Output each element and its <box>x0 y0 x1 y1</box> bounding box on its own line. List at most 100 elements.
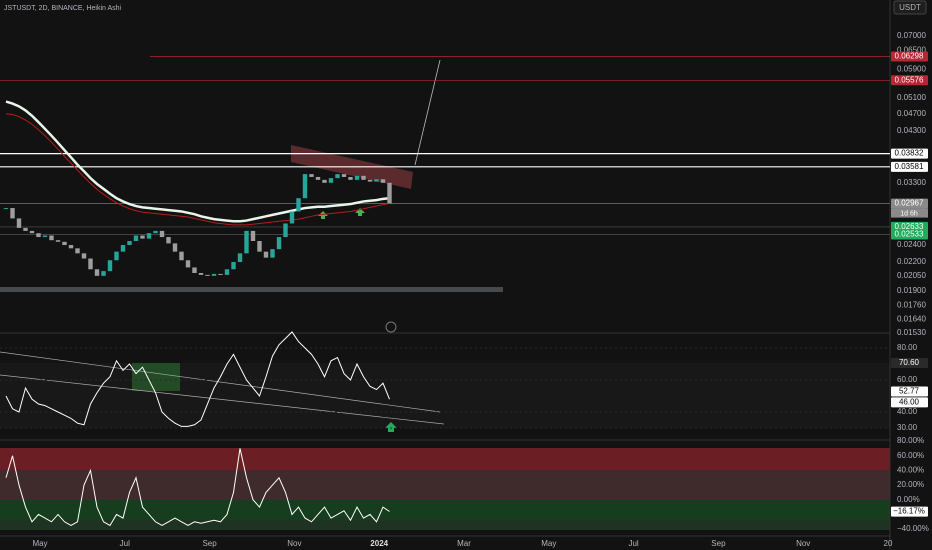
candle <box>257 240 262 252</box>
y-tick-label: 0.01760 <box>897 301 926 310</box>
candle <box>354 175 360 180</box>
price-tag-label: 0.02533 <box>895 230 924 239</box>
x-tick-label: Sep <box>711 539 726 548</box>
candle <box>120 245 126 252</box>
x-tick-label: Mar <box>457 539 471 548</box>
candle <box>367 179 373 182</box>
osc-line <box>5 448 390 527</box>
candle <box>10 208 15 219</box>
y-tick-label: 0.05900 <box>897 64 926 73</box>
price-tag-label: 0.03581 <box>895 162 924 171</box>
candle <box>55 240 61 242</box>
y-tick-label: 40.00% <box>897 466 924 475</box>
y-tick-label: 0.02200 <box>897 257 926 266</box>
price-tag <box>891 51 928 62</box>
candle <box>335 174 340 179</box>
price-tag <box>891 229 928 240</box>
candle <box>101 271 106 276</box>
rsi-line <box>5 331 390 427</box>
price-tag-label: 52.77 <box>899 387 920 396</box>
y-tick-label: 30.00 <box>897 423 918 432</box>
candle <box>42 235 48 238</box>
candle <box>302 174 308 199</box>
y-tick-label: 0.06500 <box>897 45 926 54</box>
price-tag <box>891 358 928 369</box>
candle <box>185 260 191 268</box>
price-tag <box>891 148 928 159</box>
x-tick-label: Nov <box>287 539 301 548</box>
price-tag <box>891 506 928 517</box>
candle <box>341 174 347 177</box>
price-tag <box>891 198 928 209</box>
projection-line <box>414 59 441 166</box>
candle <box>127 240 132 246</box>
band <box>0 520 890 530</box>
y-tick-label: 0.02050 <box>897 271 926 280</box>
candle <box>114 251 119 261</box>
osc-bands <box>0 448 890 530</box>
price-tag-label: 0.05576 <box>895 75 924 84</box>
y-tick-label: 0.01900 <box>897 286 926 295</box>
price-tag-label: 0.06298 <box>895 52 924 61</box>
candle <box>153 230 158 234</box>
price-tag <box>891 397 928 408</box>
price-tag-label: 0.03832 <box>895 149 924 158</box>
candle <box>179 251 184 261</box>
candle <box>75 248 80 254</box>
candle <box>296 198 301 212</box>
price-tag <box>891 221 928 232</box>
y-tick-label: −40.00% <box>897 524 929 533</box>
candle <box>315 176 321 180</box>
x-tick-label: Sep <box>202 539 217 548</box>
countdown-bg <box>891 208 928 218</box>
trend-line <box>0 351 441 413</box>
countdown: 1d 6h <box>900 210 918 217</box>
candle <box>146 233 152 239</box>
candle <box>205 274 210 276</box>
candle <box>172 243 178 252</box>
support-zone <box>0 287 503 292</box>
y-tick-label: 0.05100 <box>897 93 926 102</box>
candle <box>29 230 35 234</box>
candle <box>16 218 22 228</box>
moving-average <box>5 100 390 223</box>
candle <box>263 251 269 258</box>
y-tick-label: 0.03300 <box>897 178 926 187</box>
y-tick-label: 80.00% <box>897 436 924 445</box>
currency[interactable]: USDT <box>899 3 921 12</box>
candle <box>237 253 243 263</box>
candle <box>133 235 139 241</box>
y-tick-label: 0.01530 <box>897 328 926 337</box>
price-tag <box>891 386 928 397</box>
price-tag-label: 70.60 <box>899 358 920 367</box>
y-tick-label: 80.00 <box>897 343 918 352</box>
arrow <box>385 422 397 432</box>
y-tick-label: 0.04700 <box>897 109 926 118</box>
price-tag-label: 0.02967 <box>895 199 924 208</box>
chart-title: JSTUSDT, 2D, BINANCE, Heikin Ashi <box>4 5 122 12</box>
currency-button[interactable] <box>893 0 927 15</box>
candle <box>270 249 275 258</box>
candle <box>328 178 334 183</box>
candle <box>380 179 386 183</box>
candle <box>159 230 165 238</box>
y-tick-label: 0.04300 <box>897 126 926 135</box>
candle <box>309 174 314 177</box>
y-tick-label: 0.00% <box>897 495 920 504</box>
candle <box>387 182 392 204</box>
x-tick-label: Jul <box>628 539 638 548</box>
x-tick-label: May <box>32 539 47 548</box>
candle <box>94 269 100 276</box>
candle <box>348 176 353 180</box>
candle <box>3 208 9 210</box>
candle <box>166 237 171 244</box>
x-tick-label: 2024 <box>370 539 388 548</box>
price-tag-label: −16.17% <box>893 507 925 516</box>
candle <box>374 179 379 182</box>
arrow <box>318 211 328 219</box>
arrow <box>355 208 365 216</box>
x-tick-label: Jul <box>120 539 130 548</box>
candle <box>289 211 295 224</box>
candle <box>23 227 28 231</box>
